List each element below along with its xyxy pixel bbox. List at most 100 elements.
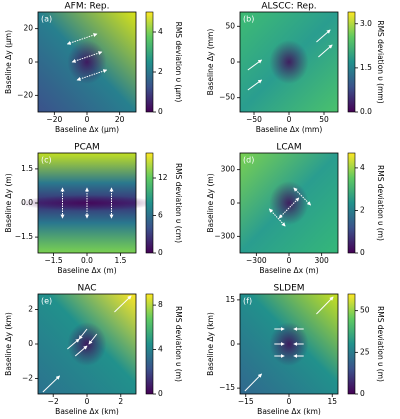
colorbar-tick-label: 4 xyxy=(158,27,163,36)
colorbar xyxy=(347,293,356,395)
y-tick-label: 0 xyxy=(230,339,235,348)
panel-title: SLDEM xyxy=(273,284,304,294)
colorbar-tick-label: 0 xyxy=(158,248,163,257)
y-axis-label: Baseline Δy (m) xyxy=(206,173,215,232)
y-tick-label: 15 xyxy=(225,295,235,304)
arrow xyxy=(244,373,263,392)
x-axis-label: Baseline Δx (km) xyxy=(55,407,119,415)
colorbar-tick-label: 0 xyxy=(360,248,365,257)
y-tick-label: −300 xyxy=(214,231,235,240)
x-tick-label: −2 xyxy=(48,397,59,406)
y-axis-label: Baseline Δy (km) xyxy=(4,312,13,376)
colorbar-tick-label: 0 xyxy=(158,389,163,398)
y-tick-label: 0.0 xyxy=(21,198,33,207)
arrow xyxy=(114,295,132,313)
y-tick-label: 300 xyxy=(221,165,236,174)
y-tick-label: 2 xyxy=(28,305,33,314)
panel-title: NAC xyxy=(77,284,96,294)
colorbar-label: RMS deviation υ (m) xyxy=(376,165,385,241)
arrow xyxy=(78,328,88,340)
x-tick-label: 20 xyxy=(115,115,125,124)
x-axis-label: Baseline Δx (μm) xyxy=(55,125,119,134)
x-tick-label: 300 xyxy=(315,256,330,265)
colorbar-tick-label: 1.5 xyxy=(360,63,372,72)
x-tick-label: 2 xyxy=(118,397,123,406)
arrow xyxy=(88,333,98,345)
y-tick-label: 50 xyxy=(225,21,235,30)
x-tick-label: 0 xyxy=(287,115,292,124)
colorbar-tick-label: 25 xyxy=(360,347,370,356)
colorbar-label: RMS deviation υ (mm) xyxy=(376,20,385,103)
x-tick-label: −15 xyxy=(238,397,254,406)
arrow xyxy=(42,375,61,393)
colorbar-label: RMS deviation υ (m) xyxy=(376,306,385,382)
x-tick-label: 1.5 xyxy=(114,256,126,265)
arrow xyxy=(318,44,333,58)
colorbar-label: RMS deviation υ (m) xyxy=(174,306,183,382)
x-tick-label: −20 xyxy=(46,115,62,124)
panel-label: (c) xyxy=(41,156,52,165)
x-axis-label: Baseline Δx (m) xyxy=(259,266,318,275)
y-tick-label: −15 xyxy=(219,383,235,392)
colorbar xyxy=(145,11,154,113)
panel-title: PCAM xyxy=(74,143,100,153)
x-axis-label: Baseline Δx (mm) xyxy=(256,125,323,134)
x-tick-label: 15 xyxy=(327,397,337,406)
y-tick-label: 0 xyxy=(230,57,235,66)
panel-label: (f) xyxy=(243,297,252,306)
y-tick-label: −20 xyxy=(17,90,33,99)
x-tick-label: 0 xyxy=(85,115,90,124)
arrow xyxy=(247,79,263,91)
heatmap-shade xyxy=(67,322,107,366)
panel-title: LCAM xyxy=(276,143,301,153)
colorbar-tick-label: 0.0 xyxy=(360,107,372,116)
colorbar-label: RMS deviation υ (cm) xyxy=(174,163,183,243)
x-tick-label: 50 xyxy=(319,115,329,124)
y-axis-label: Baseline Δy (km) xyxy=(206,312,215,376)
y-tick-label: 0 xyxy=(28,57,33,66)
colorbar xyxy=(145,152,154,254)
arrow xyxy=(71,51,103,63)
colorbar-tick-label: 0 xyxy=(158,107,163,116)
panel-label: (a) xyxy=(41,15,52,24)
y-tick-label: 1.5 xyxy=(21,164,33,173)
x-tick-label: −50 xyxy=(246,115,262,124)
heatmap-shade xyxy=(269,40,309,84)
colorbar-tick-label: 8 xyxy=(158,300,163,309)
x-axis-label: Baseline Δx (km) xyxy=(257,407,321,415)
colorbar xyxy=(145,293,154,395)
colorbar-label: RMS deviation υ (μm) xyxy=(174,22,183,103)
x-axis-label: Baseline Δx (m) xyxy=(57,266,116,275)
arrow xyxy=(66,33,98,45)
panel-label: (e) xyxy=(41,297,52,306)
heatmap-shade xyxy=(269,181,309,225)
x-tick-label: 0 xyxy=(287,397,292,406)
heatmap-shade xyxy=(269,322,309,366)
arrow xyxy=(316,296,334,315)
colorbar-tick-label: 3.0 xyxy=(360,19,372,28)
colorbar xyxy=(347,11,356,113)
arrow xyxy=(74,345,88,357)
panel-label: (d) xyxy=(243,156,254,165)
arrow xyxy=(268,208,286,227)
y-tick-label: 20 xyxy=(23,24,33,33)
y-tick-label: −50 xyxy=(219,93,235,102)
colorbar-tick-label: 12 xyxy=(158,173,168,182)
y-axis-label: Baseline Δy (m) xyxy=(4,173,13,232)
panel: (f) SLDEM −15 0 15 −15 0 15 Baseline Δx (km) Base… xyxy=(206,284,385,417)
colorbar-tick-label: 4 xyxy=(158,345,163,354)
colorbar-tick-label: 6 xyxy=(158,211,163,220)
x-tick-label: 0 xyxy=(85,397,90,406)
arrow xyxy=(316,29,331,43)
x-tick-label: −1.5 xyxy=(44,256,62,265)
colorbar xyxy=(347,152,356,254)
x-tick-label: −300 xyxy=(246,256,267,265)
arrow xyxy=(76,69,108,81)
y-tick-label: −1.5 xyxy=(15,232,33,241)
